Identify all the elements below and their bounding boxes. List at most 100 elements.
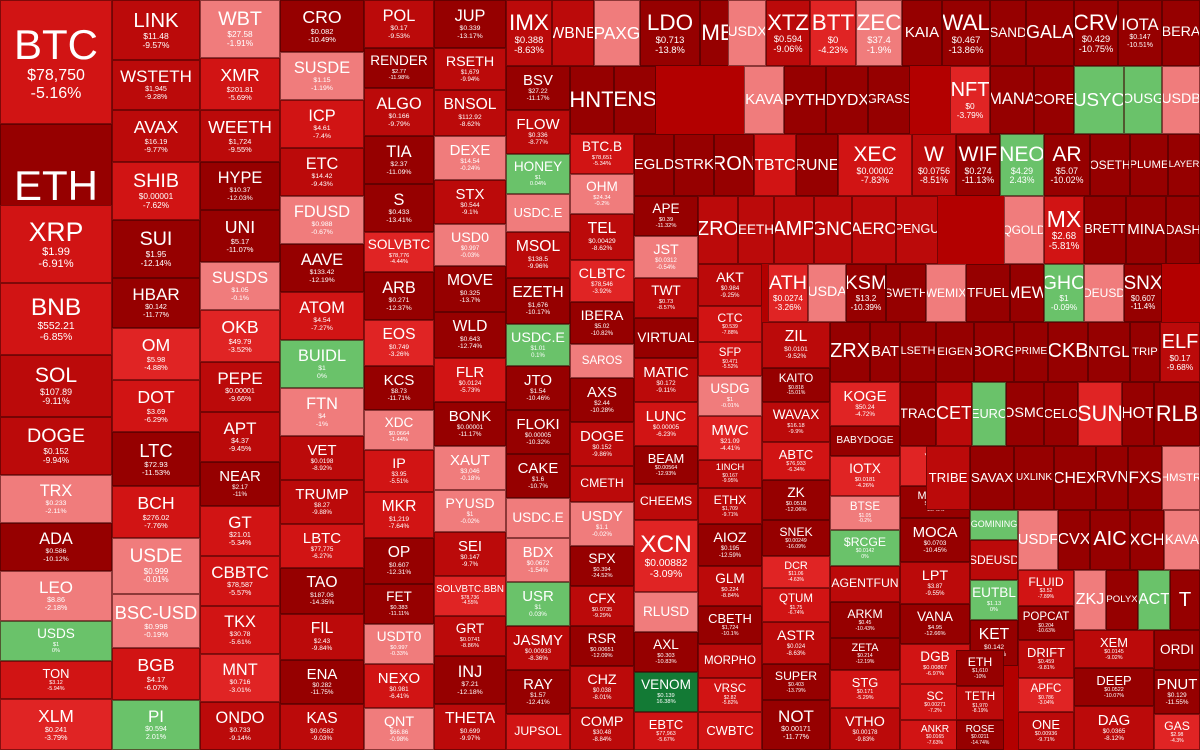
tile-eutbl[interactable]: EUTBL $1.13 0% — [970, 580, 1018, 620]
tile-axs[interactable]: AXS $2.44 -10.28% — [570, 378, 634, 422]
tile-leo[interactable]: LEO $8.86 -2.18% — [0, 571, 112, 621]
tile-pyth[interactable]: PYTH — [784, 66, 826, 134]
tile-pnut[interactable]: PNUT $0.129 -11.55% — [1154, 670, 1200, 714]
tile-op[interactable]: OP $0.607 -12.31% — [364, 538, 434, 584]
tile-ondo[interactable]: ONDO $0.733 -9.14% — [200, 702, 280, 750]
tile-gomining[interactable]: GOMINING — [970, 510, 1018, 540]
tile-pol[interactable]: POL $0.17 -9.53% — [364, 0, 434, 48]
tile-polyx[interactable]: POLYX — [1106, 570, 1138, 630]
tile-dexe[interactable]: DEXE $14.54 -0.24% — [434, 136, 506, 180]
tile-sdeusd[interactable]: SDEUSD — [970, 540, 1018, 580]
tile-glm[interactable]: GLM $0.224 -8.84% — [698, 566, 762, 606]
tile-ltc[interactable]: LTC $72.93 -11.53% — [112, 432, 200, 486]
tile-ousg[interactable]: OUSG — [1124, 66, 1162, 134]
tile-moca[interactable]: MOCA $0.0703 -10.45% — [900, 518, 970, 562]
tile-bat[interactable]: BAT — [870, 322, 900, 382]
tile-etc[interactable]: ETC $14.42 -9.43% — [280, 148, 364, 196]
tile-mkr[interactable]: MKR $1,219 -7.64% — [364, 492, 434, 538]
tile-tribe[interactable]: TRIBE — [926, 446, 970, 510]
tile-rlusd[interactable]: RLUSD — [634, 592, 698, 632]
tile-ar[interactable]: AR $5.07 -10.02% — [1044, 134, 1090, 196]
tile-hype[interactable]: HYPE $10.37 -12.03% — [200, 162, 280, 210]
tile-paxg[interactable]: PAXG — [594, 0, 640, 66]
tile-mew[interactable]: MEW — [1010, 264, 1044, 322]
tile-chex[interactable]: CHEX — [1054, 446, 1096, 510]
tile-aioz[interactable]: AIOZ $0.195 -12.59% — [698, 524, 762, 566]
tile-stx[interactable]: STX $0.544 -9.1% — [434, 180, 506, 224]
tile-comp[interactable]: COMP $30.48 -8.84% — [570, 708, 634, 750]
tile-imx[interactable]: IMX $0.388 -8.63% — [506, 0, 552, 66]
tile-render[interactable]: RENDER $2.77 -11.98% — [364, 48, 434, 88]
tile-jup[interactable]: JUP $0.339 -13.17% — [434, 0, 506, 48]
tile-ezeth[interactable]: EZETH $1,676 -10.17% — [506, 278, 570, 324]
tile-saros[interactable]: SAROS — [570, 344, 634, 378]
tile-ton[interactable]: TON $3.12 -5.94% — [0, 661, 112, 699]
tile-tbtc[interactable]: TBTC — [754, 134, 796, 196]
tile-atom[interactable]: ATOM $4.54 -7.27% — [280, 292, 364, 340]
tile-bch[interactable]: BCH $276.02 -7.76% — [112, 486, 200, 538]
tile-ip[interactable]: IP $3.95 -5.51% — [364, 450, 434, 492]
tile-cfx[interactable]: CFX $0.0735 -9.29% — [570, 586, 634, 626]
tile-deusd[interactable]: DEUSD — [1084, 264, 1124, 322]
tile-iota[interactable]: IOTA $0.147 -10.51% — [1118, 0, 1162, 66]
tile-drift[interactable]: DRIFT $0.459 -9.81% — [1018, 640, 1074, 678]
tile-eeth[interactable]: EETH — [738, 196, 774, 264]
tile-act[interactable]: ACT — [1138, 570, 1170, 630]
tile-kava[interactable]: KAVA — [744, 66, 784, 134]
tile-twt[interactable]: TWT $0.73 -8.57% — [634, 278, 698, 318]
tile-inj[interactable]: INJ $7.21 -12.18% — [434, 656, 506, 704]
tile-arb[interactable]: ARB $0.271 -12.37% — [364, 272, 434, 320]
tile-pengu[interactable]: PENGU — [896, 196, 938, 264]
tile-usdc-e[interactable]: USDC.E — [506, 194, 570, 232]
tile-zk[interactable]: ZK $0.0518 -12.06% — [762, 480, 830, 520]
tile-btc-b[interactable]: BTC.B $78,651 -5.34% — [570, 134, 634, 174]
tile-trip[interactable]: TRIP — [1130, 322, 1160, 382]
tile-layer[interactable]: LAYER — [1168, 134, 1200, 196]
tile-crv[interactable]: CRV $0.429 -10.75% — [1074, 0, 1118, 66]
tile-usr[interactable]: USR $1 0.03% — [506, 582, 570, 626]
tile-kaito[interactable]: KAITO $0.818 -15.01% — [762, 368, 830, 402]
tile-teth[interactable]: TETH $1,970 -8.19% — [956, 686, 1004, 720]
tile-nexo[interactable]: NEXO $0.981 -6.41% — [364, 664, 434, 708]
tile-gala[interactable]: GALA — [1026, 0, 1074, 66]
tile-kava[interactable]: KAVA — [1164, 510, 1200, 570]
tile-arkm[interactable]: ARKM $0.45 -10.43% — [830, 602, 900, 638]
tile-lseth[interactable]: LSETH — [900, 322, 936, 382]
tile-s[interactable]: S $0.433 -13.41% — [364, 184, 434, 232]
tile-algo[interactable]: ALGO $0.166 -9.79% — [364, 88, 434, 136]
tile-trump[interactable]: TRUMP $8.27 -9.88% — [280, 480, 364, 524]
tile-rlb[interactable]: RLB — [1154, 382, 1200, 446]
tile-wemix[interactable]: WEMIX — [926, 264, 966, 322]
tile-zec[interactable]: ZEC $37.4 -1.9% — [856, 0, 902, 66]
tile-doge[interactable]: DOGE $0.152 -9.94% — [0, 417, 112, 475]
tile-axl[interactable]: AXL $0.303 -10.83% — [634, 632, 698, 672]
tile-honey[interactable]: HONEY $1 0.04% — [506, 154, 570, 194]
tile-dag[interactable]: DAG $0.0365 -8.12% — [1074, 706, 1154, 750]
tile-move[interactable]: MOVE $0.325 -13.7% — [434, 266, 506, 312]
tile-eigen[interactable]: EIGEN — [936, 322, 974, 382]
tile-ordi[interactable]: ORDI — [1154, 630, 1200, 670]
tile-wavax[interactable]: WAVAX $16.18 -9.9% — [762, 402, 830, 442]
tile-usdt0[interactable]: USDT0 $0.997 -0.33% — [364, 624, 434, 664]
tile-brett[interactable]: BRETT — [1084, 196, 1126, 264]
tile-sei[interactable]: SEI $0.147 -9.7% — [434, 532, 506, 576]
tile-eth[interactable]: ETH $1,610 -10% — [956, 650, 1004, 686]
tile-clbtc[interactable]: CLBTC $78,546 -3.92% — [570, 260, 634, 302]
tile-vana[interactable]: VANA $4.95 -12.66% — [900, 604, 970, 644]
tile-lpt[interactable]: LPT $3.87 -9.55% — [900, 562, 970, 604]
tile-sfp[interactable]: SFP $0.471 -5.52% — [698, 342, 762, 376]
tile-doge[interactable]: DOGE $0.152 -9.86% — [570, 422, 634, 466]
tile-bsv[interactable]: BSV $27.22 -11.17% — [506, 66, 570, 110]
tile-ftn[interactable]: FTN $4 -1% — [280, 388, 364, 436]
tile-cmeth[interactable]: CMETH — [570, 466, 634, 502]
tile-cbeth[interactable]: CBETH $1,724 -10.1% — [698, 606, 762, 644]
tile-vrsc[interactable]: VRSC $2.82 -5.82% — [698, 678, 762, 712]
tile-wbt[interactable]: WBT $27.58 -1.91% — [200, 0, 280, 58]
tile-okb[interactable]: OKB $49.79 -3.52% — [200, 310, 280, 362]
tile-ron[interactable]: RON — [714, 134, 754, 196]
tile-beam[interactable]: BEAM $0.00564 -12.93% — [634, 446, 698, 484]
tile-gho[interactable]: GHO$1-0.09% — [1044, 264, 1084, 322]
tile-vet[interactable]: VET $0.0198 -8.92% — [280, 436, 364, 480]
tile-near[interactable]: NEAR $2.17 -11% — [200, 462, 280, 506]
tile-kcs[interactable]: KCS $8.73 -11.71% — [364, 366, 434, 410]
